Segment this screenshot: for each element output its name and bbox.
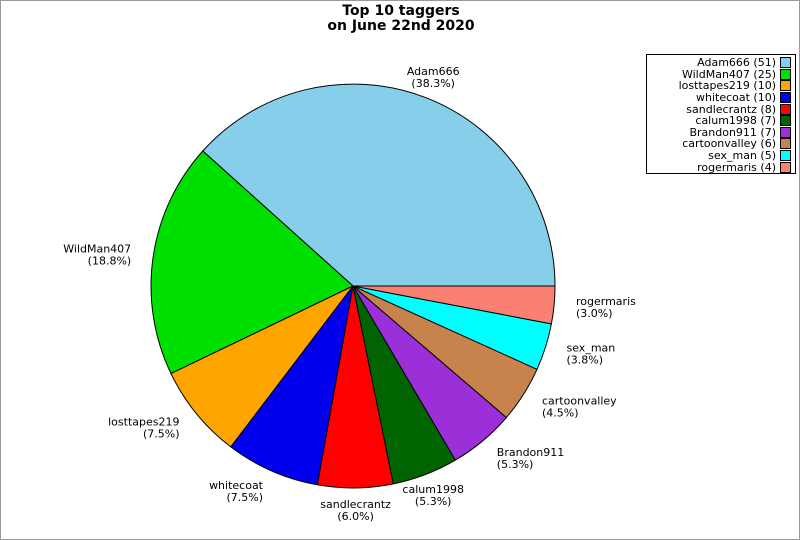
legend-swatch bbox=[780, 103, 791, 115]
legend-item-label: whitecoat (10) bbox=[695, 91, 776, 105]
legend-item-label: sex_man (5) bbox=[708, 149, 776, 163]
pie-slice-label-sex_man: sex_man (3.8%) bbox=[567, 342, 616, 367]
legend-swatch bbox=[780, 126, 791, 138]
pie-slice-whitecoat bbox=[230, 285, 354, 486]
legend-item-label: rogermaris (4) bbox=[697, 160, 776, 174]
pie-slice-Adam666 bbox=[202, 83, 556, 287]
pie-slice-WildMan407 bbox=[150, 150, 354, 375]
chart-title-line2: on June 22nd 2020 bbox=[327, 18, 475, 34]
legend-item-losttapes219: losttapes219 (10) bbox=[649, 80, 791, 92]
pie-slice-label-Adam666: Adam666 (38.3%) bbox=[407, 65, 460, 90]
legend-item-cartoonvalley: cartoonvalley (6) bbox=[649, 138, 791, 150]
legend-swatch bbox=[780, 150, 791, 162]
legend-item-label: losttapes219 (10) bbox=[678, 79, 776, 93]
legend-item-whitecoat: whitecoat (10) bbox=[649, 92, 791, 104]
pie-slice-label-losttapes219: losttapes219 (7.5%) bbox=[108, 416, 179, 441]
legend-swatch bbox=[780, 80, 791, 92]
legend-item-label: Brandon911 (7) bbox=[689, 125, 776, 139]
legend-swatch bbox=[780, 57, 791, 69]
chart-title: Top 10 taggers on June 22nd 2020 bbox=[1, 3, 799, 34]
legend-item-label: calum1998 (7) bbox=[695, 114, 776, 128]
legend-swatch bbox=[780, 68, 791, 80]
legend-swatch bbox=[780, 115, 791, 127]
legend-item-label: sandlecrantz (8) bbox=[686, 102, 776, 116]
chart-title-line1: Top 10 taggers bbox=[342, 3, 460, 19]
pie-slice-label-sandlecrantz: sandlecrantz (6.0%) bbox=[320, 498, 391, 523]
legend-item-sandlecrantz: sandlecrantz (8) bbox=[649, 103, 791, 115]
pie-slice-label-whitecoat: whitecoat (7.5%) bbox=[209, 479, 264, 504]
legend-item-Brandon911: Brandon911 (7) bbox=[649, 125, 791, 139]
legend-item-WildMan407: WildMan407 (25) bbox=[649, 67, 791, 81]
legend-item-label: Adam666 (51) bbox=[697, 56, 776, 70]
pie-slice-label-cartoonvalley: cartoonvalley (4.5%) bbox=[542, 394, 617, 419]
legend-swatch bbox=[780, 161, 791, 173]
legend-item-calum1998: calum1998 (7) bbox=[649, 115, 791, 127]
legend-swatch bbox=[780, 92, 791, 104]
pie-slice-label-WildMan407: WildMan407 (18.8%) bbox=[63, 242, 131, 267]
legend-item-label: WildMan407 (25) bbox=[681, 67, 776, 81]
legend-swatch bbox=[780, 138, 791, 150]
legend-item-rogermaris: rogermaris (4) bbox=[649, 161, 791, 173]
legend-item-sex_man: sex_man (5) bbox=[649, 150, 791, 162]
pie-slice-label-calum1998: calum1998 (5.3%) bbox=[402, 483, 464, 508]
legend: Adam666 (51) WildMan407 (25) losttapes219 … bbox=[646, 54, 796, 174]
legend-item-Adam666: Adam666 (51) bbox=[649, 57, 791, 69]
pie-slice-label-rogermaris: rogermaris (3.0%) bbox=[576, 295, 636, 320]
pie-slice-label-Brandon911: Brandon911 (5.3%) bbox=[497, 446, 564, 471]
legend-item-label: cartoonvalley (6) bbox=[682, 137, 776, 151]
pie-slice-losttapes219 bbox=[170, 285, 354, 448]
pie-slice-rogermaris bbox=[352, 285, 556, 325]
